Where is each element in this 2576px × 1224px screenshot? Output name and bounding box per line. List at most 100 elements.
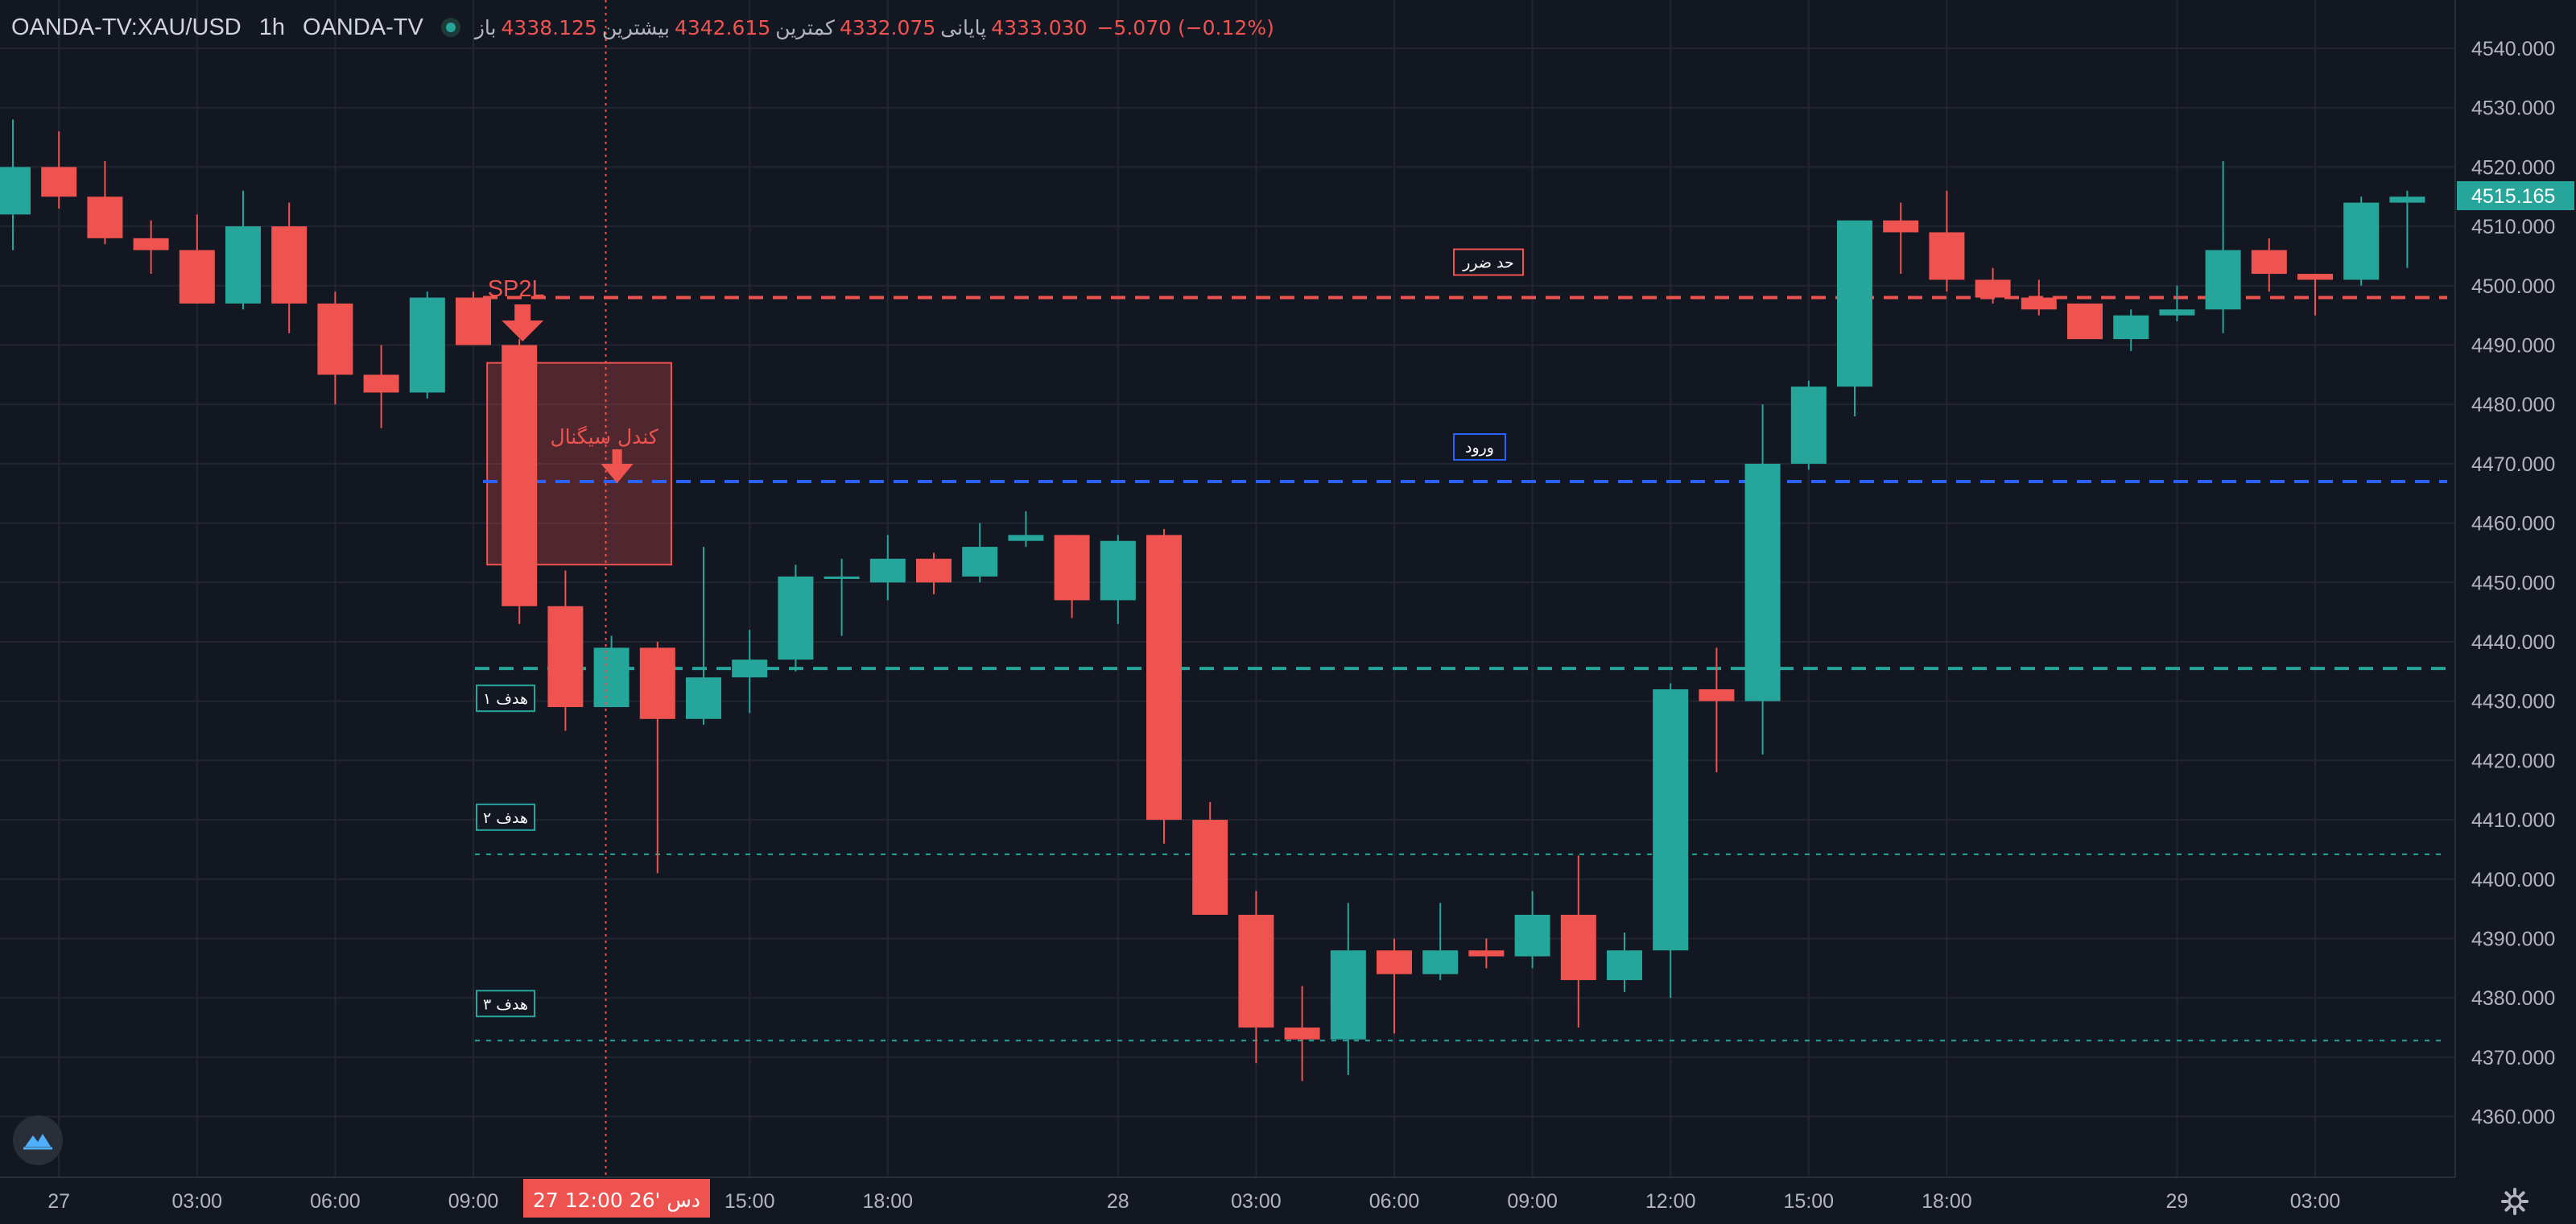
- candle-body: [686, 677, 721, 719]
- x-tick-label: 06:00: [1369, 1190, 1420, 1213]
- y-tick-label: 4500.000: [2471, 275, 2555, 298]
- x-tick-label: 15:00: [1784, 1190, 1835, 1213]
- candle: [225, 190, 261, 310]
- candle: [1975, 267, 2011, 304]
- candle-body: [1560, 915, 1596, 981]
- candle: [1377, 938, 1412, 1034]
- annotation-sp2l: SP2L: [488, 276, 545, 302]
- candle: [869, 535, 906, 601]
- y-tick-label: 4430.000: [2471, 691, 2555, 713]
- candle-body: [2343, 202, 2380, 280]
- candle: [87, 161, 123, 245]
- candle-body: [1607, 950, 1642, 981]
- candle-body: [225, 226, 261, 304]
- candle: [593, 635, 630, 708]
- candle: [916, 552, 952, 595]
- gear-icon[interactable]: [2500, 1187, 2529, 1216]
- candle: [2067, 303, 2103, 340]
- candle-body: [1699, 688, 1735, 701]
- interval-label[interactable]: 1h: [258, 14, 286, 40]
- candle-body: [2113, 315, 2149, 340]
- candle-body: [2067, 303, 2103, 340]
- level-label-box: [476, 990, 535, 1018]
- candle-body: [179, 250, 215, 304]
- y-tick-label: 4530.000: [2471, 97, 2555, 120]
- candle: [1560, 855, 1596, 1028]
- candle-body: [547, 606, 584, 708]
- candle: [1330, 903, 1366, 1076]
- candle: [1929, 190, 1965, 292]
- x-tick-label: 03:00: [1231, 1190, 1282, 1213]
- y-tick-label: 4390.000: [2471, 928, 2555, 951]
- candle-body: [456, 297, 491, 345]
- arrow-down-icon: [502, 304, 544, 341]
- candle-body: [1422, 950, 1459, 974]
- candle: [1514, 891, 1550, 969]
- candle: [1837, 220, 1872, 416]
- candle-body: [1790, 387, 1827, 464]
- candle: [271, 202, 308, 333]
- level-label-entry: ورود: [1453, 433, 1506, 461]
- candle-body: [869, 558, 906, 583]
- candle-body: [824, 576, 860, 579]
- symbol-name[interactable]: OANDA-TV:XAU/USD: [11, 14, 242, 40]
- candle: [1883, 202, 1919, 275]
- x-tick-label: 03:00: [172, 1190, 223, 1213]
- candle-body: [962, 547, 998, 577]
- candle-body: [1008, 535, 1044, 541]
- x-tick-label: 28: [1107, 1190, 1129, 1213]
- x-tick-label: 12:00: [1645, 1190, 1696, 1213]
- candle-body: [1929, 232, 1965, 280]
- level-label-text: هدف ۱: [483, 690, 528, 708]
- candles: [0, 119, 2425, 1081]
- candle: [1146, 528, 1182, 844]
- level-label-stop: حد ضرر: [1453, 248, 1524, 276]
- candle-body: [133, 238, 169, 250]
- candle: [2113, 309, 2149, 351]
- candle: [363, 345, 399, 428]
- candle-body: [502, 345, 538, 606]
- candle: [732, 630, 768, 713]
- x-tick-label: 29: [2165, 1190, 2188, 1213]
- candle: [2159, 285, 2195, 322]
- market-status-icon[interactable]: [440, 18, 460, 37]
- y-tick-label: 4400.000: [2471, 869, 2555, 891]
- candle-body: [1238, 915, 1274, 1028]
- y-tick-label: 4490.000: [2471, 335, 2555, 358]
- current-price-badge: [2457, 181, 2574, 211]
- candle-body: [1837, 220, 1872, 387]
- trade-levels: [475, 296, 2447, 1042]
- candle-body: [2389, 196, 2425, 203]
- open-label: باز: [474, 15, 497, 39]
- candle-body: [2251, 250, 2287, 275]
- level-label-box: [1453, 433, 1506, 461]
- y-tick-label: 4410.000: [2471, 809, 2555, 832]
- y-tick-label: 4420.000: [2471, 750, 2555, 772]
- candle: [1284, 986, 1320, 1081]
- level-label-box: [476, 684, 535, 713]
- candle: [1192, 801, 1228, 916]
- x-tick-label: 18:00: [1922, 1190, 1972, 1213]
- annotation-signal-candle: کندل سیگنال: [550, 425, 658, 449]
- candle-body: [1744, 463, 1781, 701]
- candle: [41, 131, 77, 209]
- candle-body: [916, 558, 952, 583]
- y-tick-label: 4480.000: [2471, 394, 2555, 416]
- time-axis: 27 03:00 06:00 09:00 15:00 18:00 28 03:00 06:00 0…: [47, 1190, 2340, 1213]
- candle-body: [271, 226, 308, 304]
- y-tick-label: 4460.000: [2471, 513, 2555, 536]
- x-tick-label: 09:00: [1507, 1190, 1558, 1213]
- x-tick-label: 27: [47, 1190, 70, 1213]
- tradingview-logo-icon[interactable]: [13, 1115, 63, 1165]
- level-label-target2: هدف ۲: [476, 803, 535, 831]
- y-tick-label: 4450.000: [2471, 572, 2555, 594]
- x-tick-label: 15:00: [724, 1190, 775, 1213]
- candle: [2297, 274, 2333, 316]
- candle: [1008, 511, 1044, 548]
- x-tick-label: 18:00: [863, 1190, 914, 1213]
- x-tick-label: 06:00: [310, 1190, 361, 1213]
- y-tick-label: 4470.000: [2471, 453, 2555, 476]
- candle: [1054, 535, 1090, 618]
